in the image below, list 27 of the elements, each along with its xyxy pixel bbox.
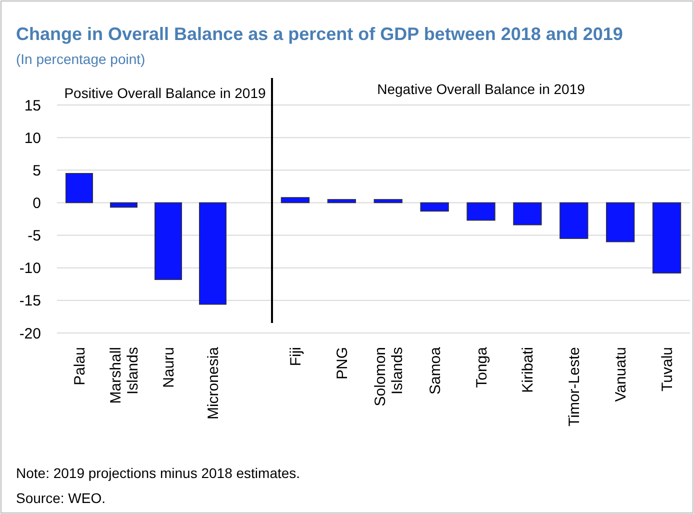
y-tick-label: -10 xyxy=(19,260,41,278)
x-tick-label: Marshall Islands xyxy=(108,347,142,404)
y-tick-label: 10 xyxy=(24,130,41,147)
x-tick-label: Kiribati xyxy=(520,347,537,393)
x-tick-label: Nauru xyxy=(160,347,178,388)
y-tick-label: 0 xyxy=(32,194,41,212)
text: Negative Overall Balance in 2019 xyxy=(377,81,586,97)
y-tick-label: -15 xyxy=(19,292,41,310)
x-tick-label: Tuvalu xyxy=(659,347,676,392)
x-tick-label: Palau xyxy=(72,347,88,386)
y-tick-label: 15 xyxy=(24,97,41,114)
x-tick-label: Micronesia xyxy=(205,346,222,420)
x-tick-label: PNG xyxy=(334,347,351,380)
text: Note: 2019 projections minus 2018 estimates. xyxy=(16,465,300,481)
x-tick-label: Vanuatu xyxy=(612,347,630,402)
y-tick-label: -5 xyxy=(28,228,41,245)
y-tick-label: 5 xyxy=(32,162,41,180)
chart-subtitle: (In percentage point) xyxy=(16,51,146,67)
x-tick-label: Tonga xyxy=(473,346,490,388)
x-tick-label: Solomon Islands xyxy=(372,347,406,406)
x-tick-label: Samoa xyxy=(426,346,444,395)
source-note: Source: WEO. xyxy=(16,490,106,506)
y-tick-label: -20 xyxy=(19,325,41,342)
x-tick-label: Timor-Leste xyxy=(566,347,584,426)
text: Positive Overall Balance in 2019 xyxy=(64,85,266,101)
x-tick-label: Fiji xyxy=(287,347,304,366)
text: Change in Overall Balance as a percent of GDP between 2018 and 2019 xyxy=(16,24,623,44)
